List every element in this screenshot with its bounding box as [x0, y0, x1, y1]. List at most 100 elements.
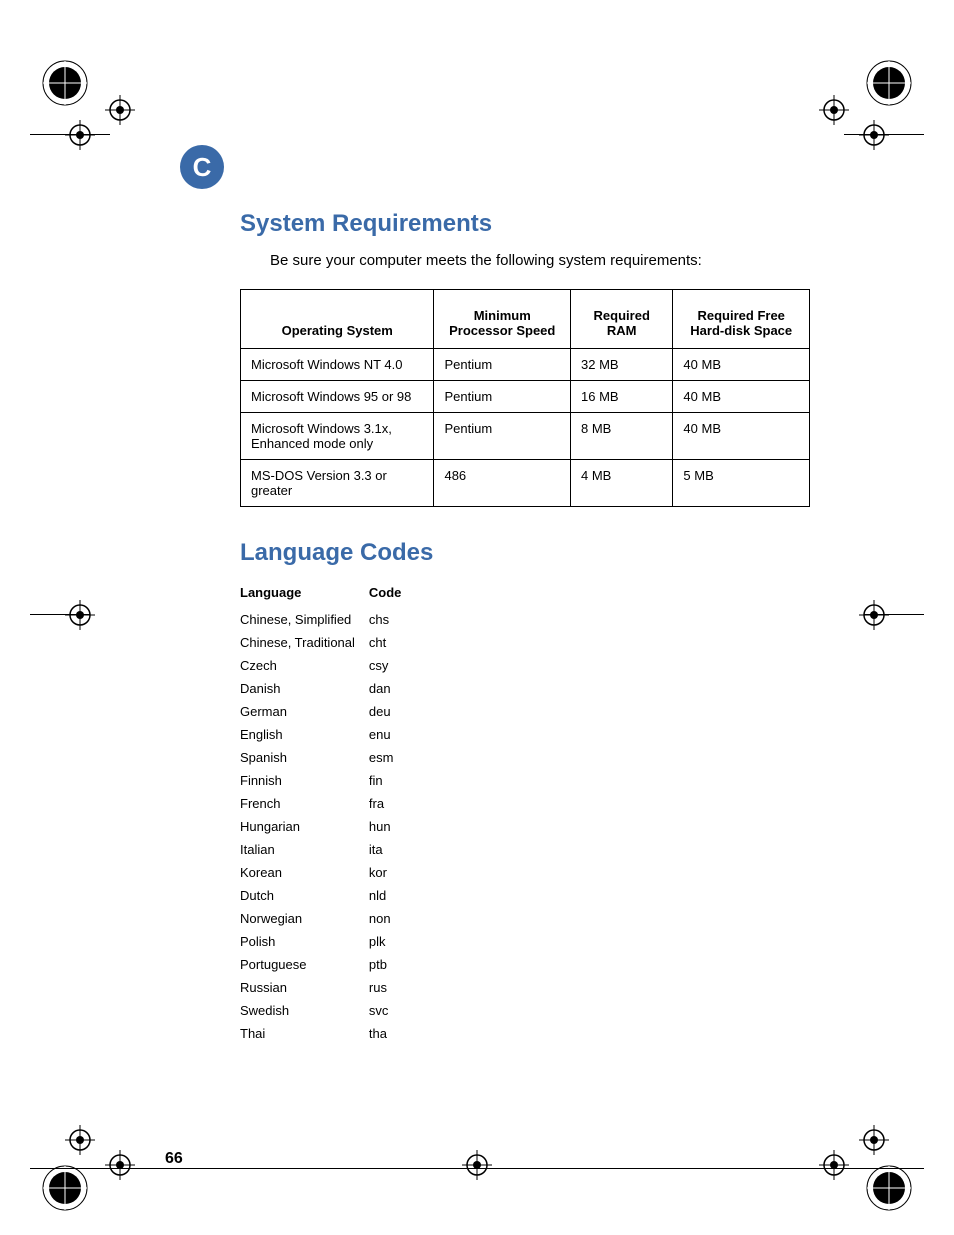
table-header: Operating System [241, 290, 434, 349]
language-code: chs [369, 608, 423, 631]
table-cell: Pentium [434, 413, 571, 460]
table-cell: 8 MB [571, 413, 673, 460]
table-row: Koreankor [240, 861, 423, 884]
table-row: Microsoft Windows 95 or 98Pentium16 MB40… [241, 381, 810, 413]
registration-mark-icon [864, 58, 914, 108]
crop-line [30, 1168, 924, 1169]
table-cell: Pentium [434, 381, 571, 413]
table-row: Swedishsvc [240, 999, 423, 1022]
table-row: Polishplk [240, 930, 423, 953]
language-codes-table: LanguageCode Chinese, SimplifiedchsChine… [240, 581, 423, 1045]
language-name: Norwegian [240, 907, 369, 930]
registration-mark-icon [40, 1163, 90, 1213]
crop-line [30, 134, 110, 135]
crosshair-icon [105, 95, 135, 125]
language-code: enu [369, 723, 423, 746]
language-code: kor [369, 861, 423, 884]
language-code: fin [369, 769, 423, 792]
language-code: ita [369, 838, 423, 861]
language-name: English [240, 723, 369, 746]
language-code: plk [369, 930, 423, 953]
language-name: Chinese, Simplified [240, 608, 369, 631]
language-name: Portuguese [240, 953, 369, 976]
language-code: non [369, 907, 423, 930]
language-name: Chinese, Traditional [240, 631, 369, 654]
chapter-letter: C [193, 152, 212, 183]
table-cell: Microsoft Windows 3.1x, Enhanced mode on… [241, 413, 434, 460]
language-name: Hungarian [240, 815, 369, 838]
table-cell: 486 [434, 460, 571, 507]
language-code: rus [369, 976, 423, 999]
crosshair-icon [859, 120, 889, 150]
table-row: Microsoft Windows 3.1x, Enhanced mode on… [241, 413, 810, 460]
table-row: Hungarianhun [240, 815, 423, 838]
section-heading-language-codes: Language Codes [240, 539, 810, 567]
crosshair-icon [462, 1150, 492, 1180]
table-cell: Microsoft Windows NT 4.0 [241, 349, 434, 381]
table-row: Frenchfra [240, 792, 423, 815]
section-heading-system-requirements: System Requirements [240, 210, 810, 238]
table-cell: 4 MB [571, 460, 673, 507]
table-cell: Pentium [434, 349, 571, 381]
table-row: Danishdan [240, 677, 423, 700]
table-row: Russianrus [240, 976, 423, 999]
language-name: Polish [240, 930, 369, 953]
crosshair-icon [819, 1150, 849, 1180]
language-name: Korean [240, 861, 369, 884]
chapter-badge: C [180, 145, 224, 189]
language-name: Danish [240, 677, 369, 700]
table-header: Required RAM [571, 290, 673, 349]
language-code: fra [369, 792, 423, 815]
table-cell: 5 MB [673, 460, 810, 507]
intro-text: Be sure your computer meets the followin… [270, 252, 810, 269]
system-requirements-table: Operating SystemMinimum Processor SpeedR… [240, 289, 810, 507]
language-name: Spanish [240, 746, 369, 769]
language-code: tha [369, 1022, 423, 1045]
language-name: Dutch [240, 884, 369, 907]
language-name: Swedish [240, 999, 369, 1022]
table-cell: 40 MB [673, 413, 810, 460]
crosshair-icon [65, 120, 95, 150]
table-row: Microsoft Windows NT 4.0Pentium32 MB40 M… [241, 349, 810, 381]
table-cell: 16 MB [571, 381, 673, 413]
table-row: Englishenu [240, 723, 423, 746]
language-code: cht [369, 631, 423, 654]
table-row: Italianita [240, 838, 423, 861]
table-header: Code [369, 581, 423, 608]
crosshair-icon [819, 95, 849, 125]
table-row: Chinese, Simplifiedchs [240, 608, 423, 631]
table-cell: MS-DOS Version 3.3 or greater [241, 460, 434, 507]
crosshair-icon [65, 600, 95, 630]
table-row: Dutchnld [240, 884, 423, 907]
language-code: hun [369, 815, 423, 838]
page-number: 66 [165, 1150, 183, 1168]
crosshair-icon [65, 1125, 95, 1155]
language-code: esm [369, 746, 423, 769]
language-name: Finnish [240, 769, 369, 792]
table-cell: 40 MB [673, 381, 810, 413]
registration-mark-icon [40, 58, 90, 108]
table-row: Norwegiannon [240, 907, 423, 930]
language-name: Italian [240, 838, 369, 861]
crop-line [844, 134, 924, 135]
table-row: MS-DOS Version 3.3 or greater4864 MB5 MB [241, 460, 810, 507]
table-row: Germandeu [240, 700, 423, 723]
table-cell: 40 MB [673, 349, 810, 381]
language-code: ptb [369, 953, 423, 976]
language-name: Russian [240, 976, 369, 999]
registration-mark-icon [864, 1163, 914, 1213]
language-name: Thai [240, 1022, 369, 1045]
language-name: German [240, 700, 369, 723]
language-code: nld [369, 884, 423, 907]
crosshair-icon [105, 1150, 135, 1180]
language-code: csy [369, 654, 423, 677]
table-header: Language [240, 581, 369, 608]
language-name: French [240, 792, 369, 815]
table-header: Required Free Hard-disk Space [673, 290, 810, 349]
language-name: Czech [240, 654, 369, 677]
table-row: Thaitha [240, 1022, 423, 1045]
language-code: deu [369, 700, 423, 723]
table-cell: Microsoft Windows 95 or 98 [241, 381, 434, 413]
crop-line [30, 614, 90, 615]
table-header: Minimum Processor Speed [434, 290, 571, 349]
